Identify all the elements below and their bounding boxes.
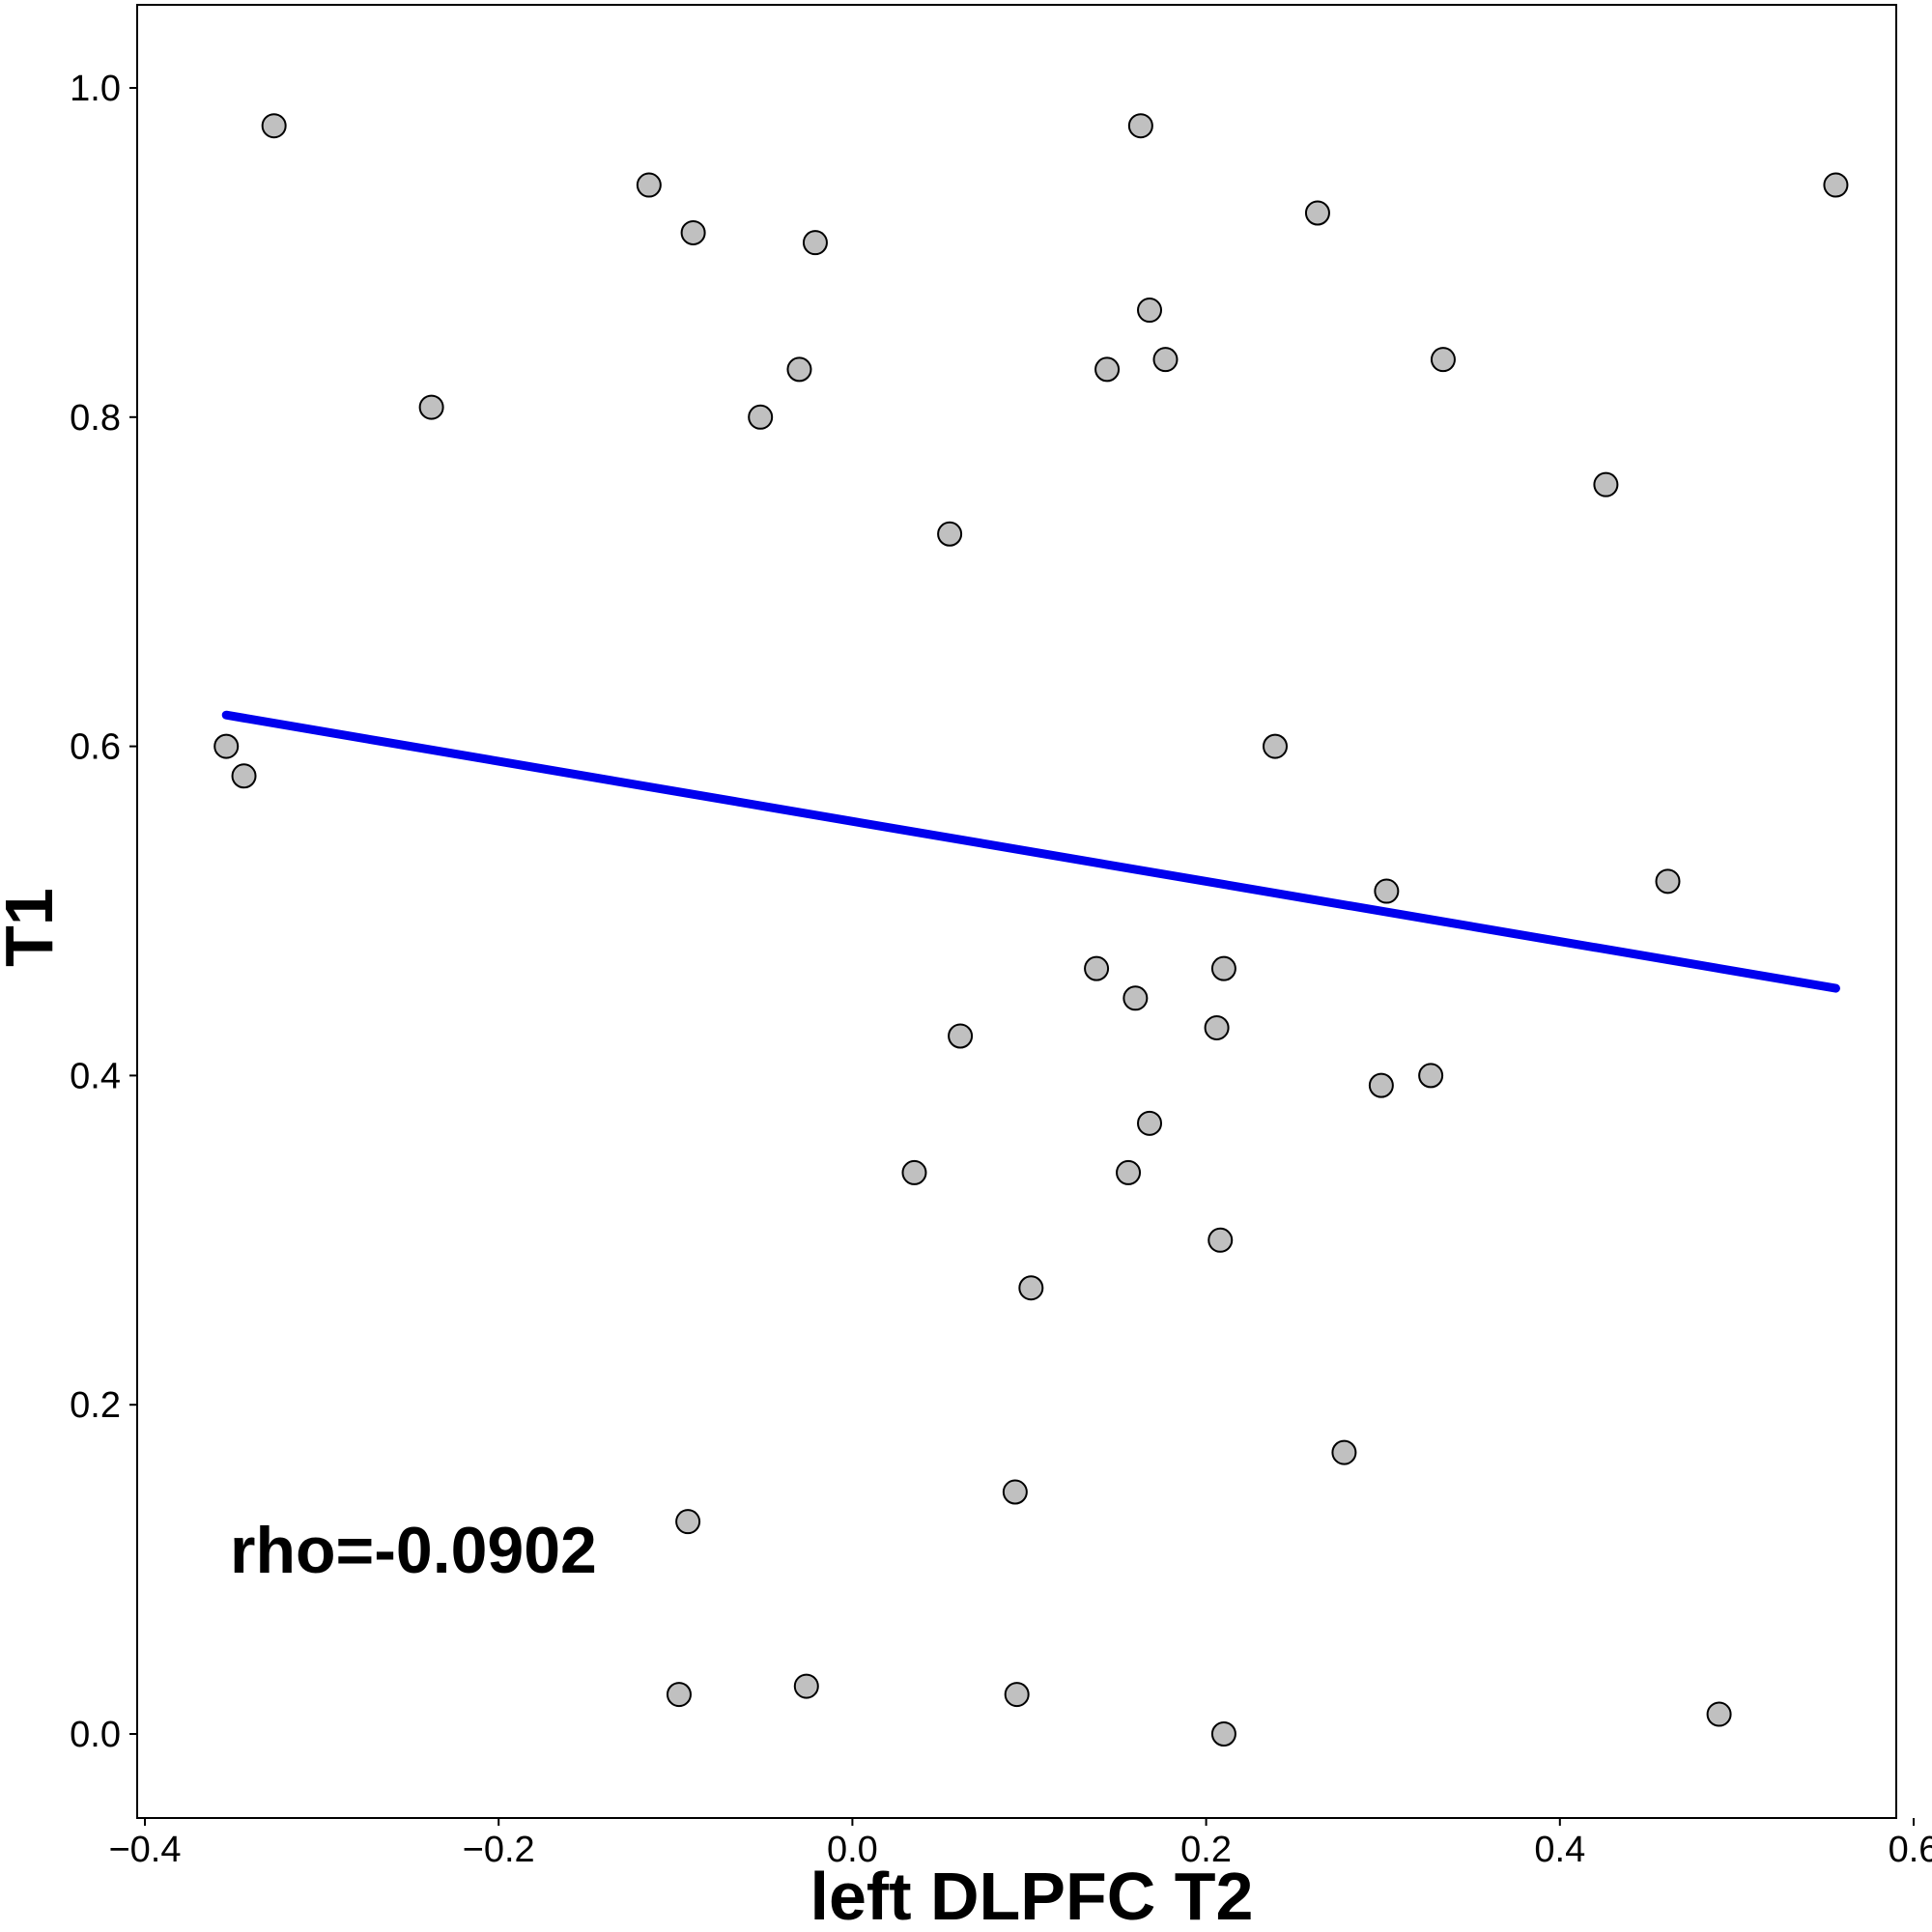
y-tick-label: 0.2	[70, 1385, 121, 1426]
x-tick-label: −0.2	[463, 1830, 535, 1870]
data-point	[786, 356, 812, 383]
data-point	[1208, 1227, 1234, 1253]
data-point	[1706, 1701, 1732, 1727]
y-tick-label: 0.0	[70, 1715, 121, 1755]
data-point	[793, 1673, 819, 1699]
data-point	[1263, 733, 1289, 759]
y-axis: 0.0 0.2 0.4 0.6 0.8 1.0	[70, 69, 137, 1755]
regression-line	[221, 710, 1840, 993]
data-point	[1418, 1063, 1444, 1089]
data-point	[680, 219, 706, 245]
data-point	[231, 763, 257, 789]
y-tick-label: 0.4	[70, 1056, 121, 1096]
data-point	[901, 1159, 927, 1185]
x-tick-label: 0.6	[1889, 1830, 1932, 1870]
x-tick-label: 0.2	[1180, 1830, 1232, 1870]
data-point	[418, 394, 444, 420]
data-point	[666, 1682, 692, 1708]
data-point	[1210, 955, 1236, 981]
data-point	[1122, 985, 1149, 1011]
fit-line-layer	[221, 710, 1840, 993]
data-point	[748, 404, 774, 430]
x-axis-title: left DLPFC T2	[810, 1859, 1254, 1932]
data-point	[1002, 1479, 1028, 1505]
data-point	[1018, 1275, 1044, 1301]
points-layer	[213, 113, 1849, 1747]
data-point	[1430, 347, 1456, 373]
y-tick-label: 0.8	[70, 398, 121, 439]
y-tick-label: 1.0	[70, 69, 121, 109]
rho-annotation: rho=-0.0902	[230, 1514, 597, 1587]
data-point	[1593, 471, 1619, 497]
data-point	[1210, 1721, 1236, 1747]
data-point	[636, 172, 662, 198]
data-point	[213, 733, 240, 759]
data-point	[675, 1509, 701, 1535]
data-point	[1137, 1110, 1163, 1136]
data-point	[1374, 878, 1400, 904]
y-tick-label: 0.6	[70, 727, 121, 768]
data-point	[1655, 868, 1681, 895]
data-point	[1152, 347, 1179, 373]
x-axis: −0.4 −0.2 0.0 0.2 0.4 0.6	[108, 1818, 1932, 1870]
data-point	[948, 1023, 974, 1049]
data-point	[802, 230, 828, 256]
data-point	[937, 521, 963, 547]
data-point	[1127, 113, 1153, 139]
data-point	[261, 113, 287, 139]
data-point	[1004, 1682, 1030, 1708]
data-point	[1304, 200, 1330, 226]
data-point	[1137, 298, 1163, 324]
x-tick-label: −0.4	[108, 1830, 181, 1870]
y-axis-title: T1	[0, 888, 67, 967]
data-point	[1823, 172, 1849, 198]
data-point	[1331, 1439, 1357, 1465]
data-point	[1204, 1014, 1230, 1040]
data-point	[1084, 955, 1110, 981]
plot-area-frame	[136, 4, 1897, 1819]
data-point	[1368, 1072, 1394, 1098]
x-tick-label: 0.4	[1534, 1830, 1585, 1870]
data-point	[1094, 356, 1121, 383]
data-point	[1116, 1159, 1142, 1185]
x-tick-label: 0.0	[827, 1830, 878, 1870]
